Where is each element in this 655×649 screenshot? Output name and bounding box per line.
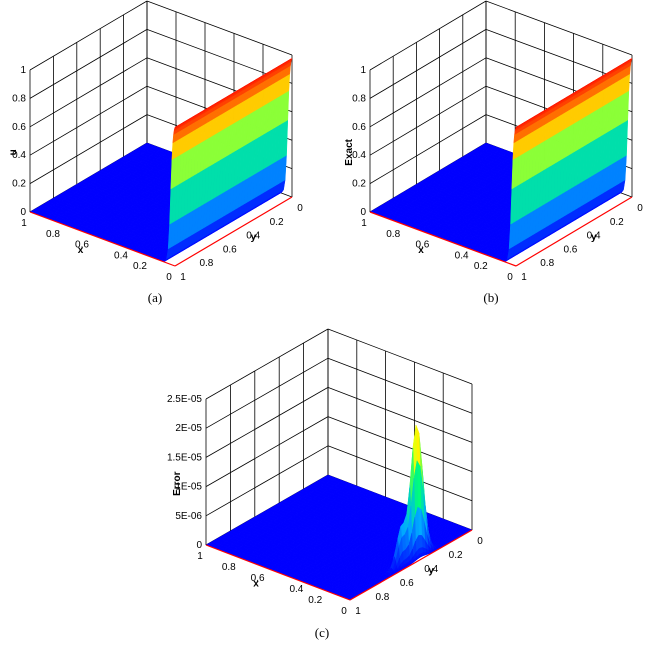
- surface-mesh: [369, 57, 633, 262]
- grid-line: [29, 114, 148, 184]
- x-axis-label: x: [78, 245, 84, 256]
- x-axis-line: [29, 211, 176, 267]
- grid-line: [369, 114, 487, 184]
- z-tick-label: 0.4: [12, 150, 26, 161]
- y-axis-label: y: [591, 232, 597, 243]
- z-axis-label: Error: [172, 471, 183, 496]
- z-tick-label: 0.6: [352, 122, 366, 133]
- grid-line: [146, 0, 293, 56]
- grid-line: [327, 387, 473, 443]
- surface-plot-1: 0 0.2 0.4 0.6 0.8 1 u 1 0.8 0.6 0.4 0.2 0 x 1 0.8 0.6 0.4…: [8, 0, 303, 305]
- y-tick-label: 1: [180, 272, 186, 283]
- x-tick-label: 0.8: [222, 562, 236, 573]
- grid-line: [369, 85, 487, 156]
- panel-caption: (c): [315, 625, 329, 640]
- grid-line: [29, 85, 148, 156]
- y-tick-label: 0.4: [246, 231, 260, 242]
- x-tick-label: 0.8: [46, 229, 60, 240]
- grid-line: [29, 0, 148, 71]
- y-tick-label: 0.6: [400, 578, 414, 589]
- x-tick-label: 0.2: [133, 261, 147, 272]
- y-tick-label: 0.2: [270, 217, 284, 228]
- z-tick-label: 0.8: [352, 93, 366, 104]
- grid-line: [205, 387, 329, 458]
- y-tick-label: 0.6: [563, 244, 577, 255]
- z-tick-label: 1.5E-05: [167, 452, 202, 463]
- x-tick-label: 0.8: [386, 229, 400, 240]
- z-tick-label: 1: [360, 65, 366, 76]
- z-tick-label: 2E-05: [175, 423, 202, 434]
- y-tick-label: 0.6: [223, 244, 237, 255]
- y-tick-label: 0.8: [540, 258, 554, 269]
- z-axis-label: Exact: [344, 138, 355, 165]
- grid-line: [205, 357, 329, 429]
- grid-line: [327, 357, 473, 414]
- z-tick-label: 2.5E-05: [167, 394, 202, 405]
- z-tick-label: 0: [196, 540, 202, 551]
- panel-caption: (a): [148, 290, 162, 305]
- grid-line: [485, 0, 633, 56]
- surface-mesh: [29, 57, 293, 262]
- grid-line: [205, 328, 329, 400]
- z-tick-label: 0: [20, 207, 26, 218]
- x-tick-label: 1: [361, 218, 367, 229]
- y-tick-label: 0.8: [375, 592, 389, 603]
- y-axis-label: y: [251, 232, 257, 243]
- z-tick-label: 0.8: [12, 93, 26, 104]
- y-tick-label: 1: [521, 272, 527, 283]
- y-tick-label: 1: [355, 606, 361, 617]
- y-tick-label: 0.2: [610, 217, 624, 228]
- z-tick-label: 0.6: [12, 122, 26, 133]
- x-tick-label: 0.2: [474, 261, 488, 272]
- grid-line: [327, 328, 473, 385]
- y-tick-label: 0: [477, 536, 483, 547]
- y-tick-label: 0.8: [199, 258, 213, 269]
- z-tick-label: 0.2: [352, 179, 366, 190]
- x-tick-label: 0.4: [289, 584, 303, 595]
- y-axis-line: [174, 196, 293, 267]
- x-tick-label: 0: [341, 606, 347, 617]
- x-tick-label: 0: [166, 272, 172, 283]
- grid-line: [29, 29, 148, 99]
- x-tick-label: 0.4: [114, 250, 128, 261]
- grid-line: [369, 0, 487, 71]
- x-tick-label: 0.4: [455, 250, 469, 261]
- grid-line: [369, 29, 487, 99]
- x-tick-label: 0.2: [308, 595, 322, 606]
- grid-line: [369, 57, 487, 128]
- y-tick-label: 0: [637, 203, 643, 214]
- x-tick-label: 0.6: [75, 240, 89, 251]
- z-axis-label: u: [8, 149, 19, 155]
- grid-line: [205, 416, 329, 487]
- z-tick-label: 0: [360, 207, 366, 218]
- surface-plot-3: 05E-061E-051.5E-052E-052.5E-05Error10.80…: [167, 328, 483, 640]
- grid-line: [327, 416, 473, 472]
- panel-caption: (b): [483, 290, 498, 305]
- x-tick-label: 0: [507, 272, 513, 283]
- z-tick-label: 0.2: [12, 179, 26, 190]
- x-tick-label: 1: [21, 218, 27, 229]
- surface-plot-2: 00.20.40.60.81Exact10.80.60.40.20x10.80.…: [344, 0, 643, 305]
- z-tick-label: 1: [20, 65, 26, 76]
- z-tick-label: 5E-06: [175, 511, 202, 522]
- x-tick-label: 1: [197, 551, 203, 562]
- surface-cell: [174, 124, 179, 128]
- x-axis-label: x: [418, 245, 424, 256]
- y-tick-label: 0: [297, 203, 303, 214]
- y-tick-label: 0.2: [449, 550, 463, 561]
- grid-line: [29, 57, 148, 128]
- x-axis-label: x: [253, 579, 259, 590]
- y-axis-label: y: [428, 566, 434, 577]
